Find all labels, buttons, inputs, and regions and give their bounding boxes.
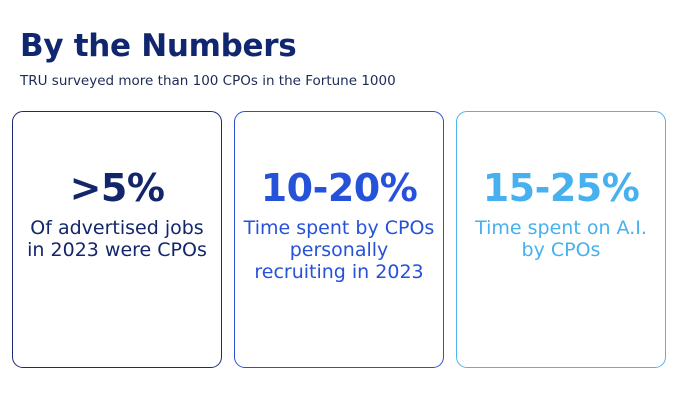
stat-card-ai-time: 15-25% Time spent on A.I. by CPOs bbox=[456, 111, 666, 368]
page-subtitle: TRU surveyed more than 100 CPOs in the F… bbox=[20, 73, 396, 89]
page-title: By the Numbers bbox=[20, 28, 297, 64]
stat-value: >5% bbox=[69, 166, 165, 210]
stat-description: Of advertised jobs in 2023 were CPOs bbox=[27, 217, 207, 261]
stat-description: Time spent on A.I. by CPOs bbox=[475, 217, 647, 261]
stat-value: 15-25% bbox=[482, 166, 640, 210]
stat-cards: >5% Of advertised jobs in 2023 were CPOs… bbox=[12, 111, 669, 370]
stat-card-recruiting-time: 10-20% Time spent by CPOs personally rec… bbox=[234, 111, 444, 368]
stat-description: Time spent by CPOs personally recruiting… bbox=[243, 217, 435, 283]
stat-card-advertised-jobs: >5% Of advertised jobs in 2023 were CPOs bbox=[12, 111, 222, 368]
stat-value: 10-20% bbox=[260, 166, 418, 210]
